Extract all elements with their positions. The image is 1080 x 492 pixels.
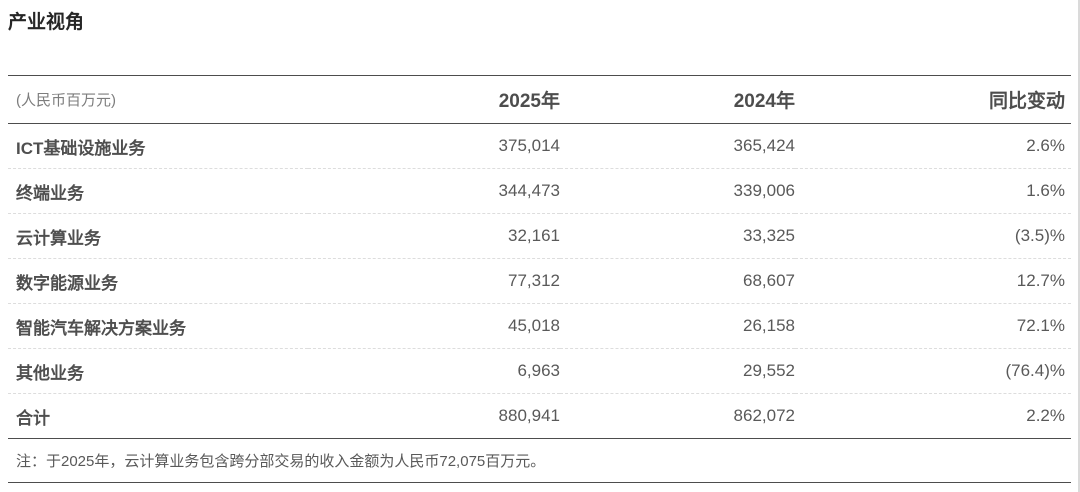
- value-2025: 32,161: [308, 213, 560, 259]
- value-2024: 29,552: [560, 348, 795, 394]
- segment-revenue-table: (人民币百万元) 2025年 2024年 同比变动 ICT基础设施业务 375,0…: [8, 75, 1071, 483]
- value-2025: 45,018: [308, 303, 560, 349]
- value-2024: 862,072: [560, 393, 795, 439]
- table-note-row: 注：于2025年，云计算业务包含跨分部交易的收入金额为人民币72,075百万元。: [8, 438, 1071, 483]
- column-header-yoy-change: 同比变动: [988, 91, 1065, 112]
- value-2025: 375,014: [308, 123, 560, 169]
- yoy-change-value: 2.2%: [795, 393, 1071, 439]
- yoy-change-value: 2.6%: [795, 123, 1071, 169]
- segment-label: 合计: [8, 393, 308, 439]
- segment-label: 终端业务: [8, 168, 308, 214]
- yoy-change-value: (3.5)%: [795, 213, 1071, 259]
- table-body: ICT基础设施业务 375,014 365,424 2.6% 终端业务 344,473 33…: [8, 123, 1071, 439]
- table-row: 其他业务 6,963 29,552 (76.4)%: [8, 348, 1071, 394]
- table-header: (人民币百万元) 2025年 2024年 同比变动: [8, 75, 1071, 124]
- segment-label: 数字能源业务: [8, 258, 308, 304]
- value-2025: 77,312: [308, 258, 560, 304]
- value-2024: 26,158: [560, 303, 795, 349]
- unit-label: (人民币百万元): [16, 92, 116, 109]
- value-2024: 365,424: [560, 123, 795, 169]
- yoy-change-value: (76.4)%: [795, 348, 1071, 394]
- segment-label: 智能汽车解决方案业务: [8, 303, 308, 349]
- table-row: 智能汽车解决方案业务 45,018 26,158 72.1%: [8, 303, 1071, 349]
- value-2024: 339,006: [560, 168, 795, 214]
- table-row: 云计算业务 32,161 33,325 (3.5)%: [8, 213, 1071, 259]
- section-title: 产业视角: [8, 12, 85, 33]
- table-row: ICT基础设施业务 375,014 365,424 2.6%: [8, 123, 1071, 169]
- table-footer: 注：于2025年，云计算业务包含跨分部交易的收入金额为人民币72,075百万元。: [8, 438, 1071, 483]
- yoy-change-value: 12.7%: [795, 258, 1071, 304]
- segment-label: 云计算业务: [8, 213, 308, 259]
- table-row-total: 合计 880,941 862,072 2.2%: [8, 393, 1071, 439]
- yoy-change-value: 1.6%: [795, 168, 1071, 214]
- column-header-2025: 2025年: [498, 91, 560, 112]
- table-header-row: (人民币百万元) 2025年 2024年 同比变动: [8, 75, 1071, 124]
- value-2025: 344,473: [308, 168, 560, 214]
- table-row: 数字能源业务 77,312 68,607 12.7%: [8, 258, 1071, 304]
- value-2025: 6,963: [308, 348, 560, 394]
- column-header-2024: 2024年: [733, 91, 795, 112]
- value-2025: 880,941: [308, 393, 560, 439]
- table-footnote: 注：于2025年，云计算业务包含跨分部交易的收入金额为人民币72,075百万元。: [8, 438, 1071, 483]
- value-2024: 33,325: [560, 213, 795, 259]
- table-row: 终端业务 344,473 339,006 1.6%: [8, 168, 1071, 214]
- value-2024: 68,607: [560, 258, 795, 304]
- segment-label: 其他业务: [8, 348, 308, 394]
- yoy-change-value: 72.1%: [795, 303, 1071, 349]
- segment-label: ICT基础设施业务: [8, 123, 308, 169]
